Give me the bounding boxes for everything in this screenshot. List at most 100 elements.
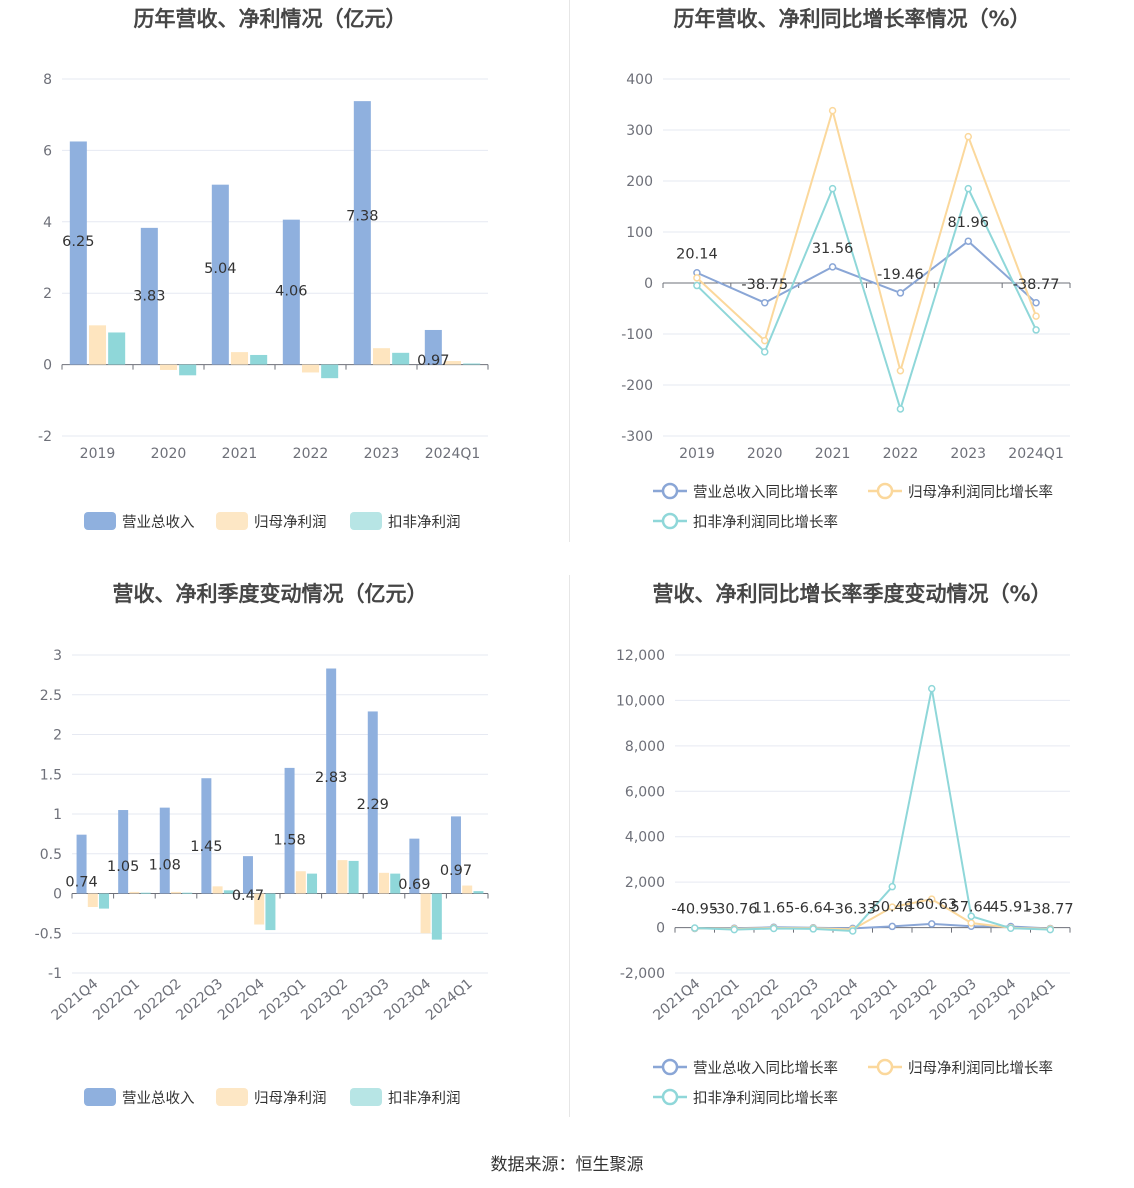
legend-item: 扣非净利润 (350, 512, 461, 531)
data-label-revenue-yoy: -38.77 (1027, 901, 1074, 917)
quarterly-growth-chart: 营收、净利同比增长率季度变动情况（%） -2,000 0 2,000 4,000 6,00… (616, 582, 1074, 1107)
chart-title: 营收、净利同比增长率季度变动情况（%） (652, 582, 1051, 606)
point-deducted-profit (1046, 925, 1054, 934)
point-deducted-profit (770, 924, 778, 933)
data-label-revenue-yoy: -6.64 (794, 901, 832, 917)
line-deducted-profit (694, 688, 1051, 933)
data-label-revenue: 0.97 (440, 863, 472, 879)
legend-label: 归母净利润 (254, 1090, 327, 1107)
point-revenue (964, 237, 972, 245)
point-deducted-profit (849, 927, 857, 935)
data-label-revenue-yoy: -19.46 (877, 267, 924, 283)
bar-parent-profit (301, 364, 320, 373)
legend-swatch (216, 1088, 248, 1106)
data-label-revenue-yoy: -36.33 (829, 901, 876, 917)
line-revenue (696, 239, 1037, 304)
legend-label: 扣非净利润同比增长率 (693, 514, 838, 531)
chart-title: 营收、净利季度变动情况（亿元） (113, 582, 428, 606)
x-tick-label: 2019 (679, 446, 715, 462)
point-revenue (761, 299, 769, 307)
bar-parent-profit (379, 872, 389, 894)
x-tick-label: 2023 (950, 446, 986, 462)
data-label-revenue: 1.58 (273, 832, 305, 848)
y-tick-label: 400 (626, 72, 653, 88)
bar-revenue (242, 856, 253, 894)
bar-revenue (282, 219, 300, 365)
y-tick-label: 300 (626, 123, 653, 139)
bar-parent-profit (230, 352, 249, 365)
data-label-revenue-yoy: 81.96 (947, 215, 989, 231)
legend-swatch (216, 512, 248, 530)
y-tick-label: 4 (43, 215, 52, 231)
point-revenue (888, 922, 896, 931)
legend-marker (876, 482, 894, 500)
legend-marker (661, 512, 679, 530)
data-label-revenue: 1.45 (190, 839, 222, 855)
bar-parent-profit (171, 891, 181, 894)
y-tick-label: 0 (43, 358, 52, 374)
point-deducted-profit (896, 405, 905, 413)
data-label-revenue: 0.47 (232, 888, 264, 904)
x-tick-label: 2020 (151, 446, 187, 462)
bar-deducted-profit (99, 893, 110, 909)
legend-item: 营业总收入同比增长率 (653, 1058, 838, 1077)
quarterly-amount-chart: 营收、净利季度变动情况（亿元）-1-0.500.511.522.532021Q4… (35, 582, 489, 1107)
legend-label: 扣非净利润 (388, 514, 461, 531)
legend-marker (661, 1088, 679, 1106)
data-label-revenue-yoy: 160.63 (906, 897, 957, 913)
data-label-revenue-yoy: 45.91 (990, 900, 1032, 916)
y-tick-label: -200 (621, 378, 653, 394)
data-label-revenue-yoy: -38.75 (741, 277, 788, 293)
y-tick-label: 12,000 (616, 648, 665, 664)
bar-revenue (353, 101, 371, 365)
y-tick-label: 1 (53, 807, 62, 823)
legend-item: 归母净利润 (216, 512, 327, 531)
panel-annual-amount: 历年营收、净利情况（亿元） -2 0 2 4 6 8 2019 2020 2021 2022 2023… (0, 0, 567, 545)
legend-swatch (84, 1088, 116, 1106)
point-deducted-profit (928, 684, 936, 693)
y-tick-label: 0 (644, 276, 653, 292)
point-parent-profit (964, 132, 972, 141)
panel-annual-growth: 历年营收、净利同比增长率情况（%） -300 -200 -100 0 100 200 300 4… (567, 0, 1134, 545)
point-revenue (896, 289, 905, 297)
data-label-revenue: 3.83 (133, 288, 165, 304)
data-label-revenue: 1.05 (107, 859, 139, 875)
data-label-revenue: 0.69 (398, 877, 430, 893)
y-tick-label: 6,000 (625, 784, 665, 800)
panel-quarterly-amount: 营收、净利季度变动情况（亿元） -1 -0.5 0 0.5 1 1.5 2 2.5 3 2021Q4… (0, 575, 567, 1120)
point-parent-profit (967, 919, 975, 927)
point-parent-profit (928, 895, 936, 903)
bar-deducted-profit (140, 892, 151, 894)
point-deducted-profit (888, 882, 896, 891)
bar-deducted-profit (463, 363, 481, 365)
x-tick-label: 2021 (815, 446, 851, 462)
legend-label: 营业总收入同比增长率 (693, 1060, 838, 1077)
legend-item: 扣非净利润 (350, 1088, 461, 1107)
x-tick-label: 2023 (364, 446, 400, 462)
y-tick-label: 2 (53, 728, 62, 744)
bar-parent-profit (337, 860, 348, 894)
bar-parent-profit (372, 348, 391, 365)
y-tick-label: 3 (53, 648, 62, 664)
line-parent-profit (696, 106, 1038, 375)
chart-title: 历年营收、净利情况（亿元） (134, 7, 407, 31)
line-deducted-profit (696, 185, 1037, 413)
bar-deducted-profit (390, 873, 401, 894)
y-tick-label: 0 (53, 887, 62, 903)
bar-deducted-profit (182, 892, 193, 894)
bar-revenue (69, 141, 87, 365)
bar-parent-profit (212, 886, 223, 894)
bar-deducted-profit (108, 332, 126, 365)
bar-revenue (409, 838, 420, 894)
bar-revenue (211, 184, 229, 365)
data-label-revenue-yoy: -40.95 (671, 902, 718, 918)
bar-parent-profit (87, 893, 98, 908)
point-deducted-profit (828, 184, 837, 193)
legend-item: 营业总收入同比增长率 (653, 482, 838, 501)
y-tick-label: 4,000 (625, 830, 665, 846)
bar-revenue (326, 668, 337, 894)
legend-item: 扣非净利润同比增长率 (653, 512, 838, 531)
y-tick-label: -100 (621, 327, 653, 343)
data-label-revenue-yoy: -38.77 (1013, 277, 1060, 293)
data-label-revenue-yoy: 50.48 (871, 899, 913, 915)
